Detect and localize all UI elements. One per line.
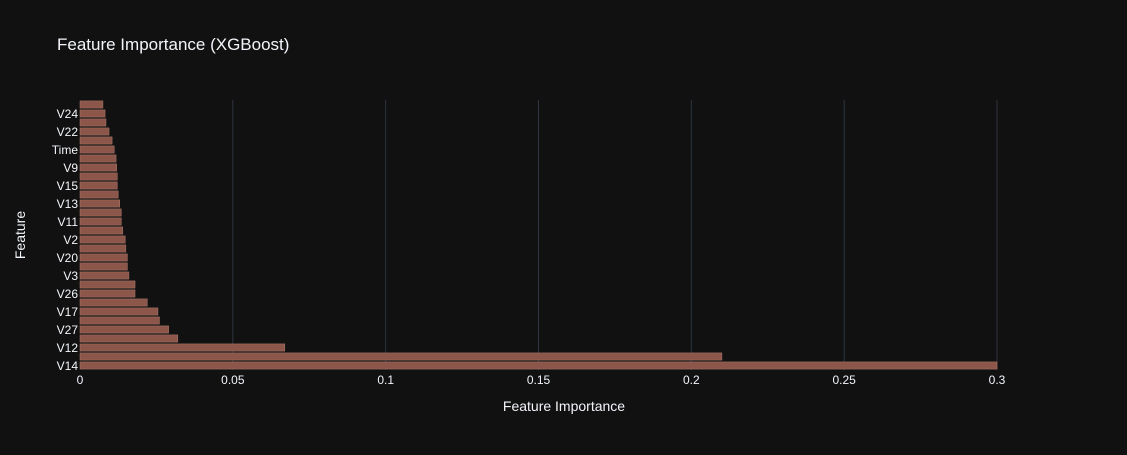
y-tick-label: V11 (58, 215, 79, 229)
bar (79, 154, 117, 163)
y-tick-labels: V14 V12 V27 V17 V26 V3 V20 V2 V11 V13 V15 V9 Time V22… (52, 107, 79, 373)
y-tick-label: V24 (57, 107, 79, 121)
bar (79, 118, 107, 127)
bar (79, 307, 159, 316)
bars (79, 100, 998, 370)
bar (79, 199, 120, 208)
bar (79, 190, 119, 199)
x-tick-label: 0.15 (527, 373, 551, 387)
bar (79, 217, 122, 226)
gridlines (232, 100, 998, 370)
y-tick-label: V26 (57, 287, 79, 301)
bar (79, 235, 126, 244)
bar (79, 163, 117, 172)
bar (79, 253, 128, 262)
y-tick-label: Time (52, 143, 79, 157)
x-tick-labels: 0 0.05 0.1 0.15 0.2 0.25 0.3 (77, 373, 1006, 387)
bar (79, 172, 118, 181)
y-tick-label: V15 (57, 179, 79, 193)
y-tick-label: V17 (57, 305, 79, 319)
bar (79, 100, 104, 109)
bar (79, 109, 106, 118)
x-tick-label: 0.25 (832, 373, 856, 387)
bar (79, 244, 127, 253)
bar (79, 271, 130, 280)
bar (79, 343, 286, 352)
bar (79, 316, 160, 325)
y-tick-label: V2 (63, 233, 78, 247)
y-tick-label: V12 (57, 341, 79, 355)
x-tick-label: 0.1 (377, 373, 394, 387)
bar (79, 325, 169, 334)
bar (79, 352, 723, 361)
y-tick-label: V20 (57, 251, 79, 265)
x-axis-title: Feature Importance (503, 398, 625, 414)
bar (79, 289, 136, 298)
bar (79, 262, 128, 271)
x-tick-label: 0.2 (683, 373, 700, 387)
bar (79, 334, 179, 343)
bar (79, 136, 113, 145)
y-tick-label: V22 (57, 125, 79, 139)
bar (79, 208, 122, 217)
y-tick-label: V9 (63, 161, 78, 175)
bar (79, 127, 110, 136)
bar (79, 145, 115, 154)
x-tick-label: 0.3 (989, 373, 1006, 387)
y-tick-label: V27 (57, 323, 79, 337)
y-tick-label: V14 (57, 359, 79, 373)
bar (79, 280, 136, 289)
y-tick-label: V3 (63, 269, 78, 283)
bar (79, 298, 148, 307)
bar (79, 361, 998, 370)
x-tick-label: 0 (77, 373, 84, 387)
bar (79, 226, 124, 235)
y-tick-label: V13 (57, 197, 79, 211)
x-tick-label: 0.05 (221, 373, 245, 387)
chart-title: Feature Importance (XGBoost) (57, 35, 289, 54)
bar (79, 181, 118, 190)
y-axis-title: Feature (12, 211, 28, 259)
